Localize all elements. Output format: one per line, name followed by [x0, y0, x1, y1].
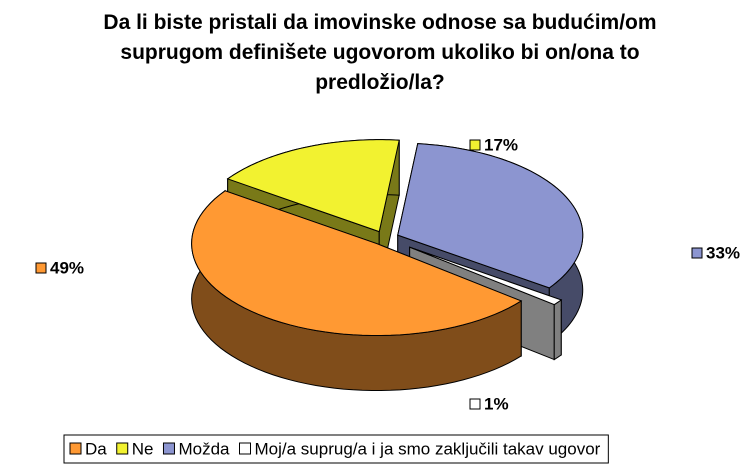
- legend-label: Možda: [178, 439, 230, 458]
- data-label: 1%: [484, 394, 509, 413]
- slice-side: [553, 298, 562, 361]
- label-swatch: [469, 398, 481, 410]
- legend-swatch: [116, 442, 129, 455]
- legend: Da Ne Možda Moj/a suprug/a i ja smo zaključ…: [63, 434, 609, 464]
- legend-label: Ne: [132, 439, 154, 458]
- label-swatch: [469, 139, 481, 151]
- data-label: 33%: [706, 243, 740, 262]
- legend-swatch: [162, 442, 175, 455]
- legend-label: Moj/a suprug/a i ja smo zaključili takav…: [255, 439, 601, 458]
- legend-box: [63, 434, 609, 464]
- slice: [226, 139, 400, 233]
- slice: [409, 246, 563, 306]
- legend-swatch: [239, 442, 251, 455]
- chart-title: Da li biste pristali da imovinske odnose…: [103, 11, 657, 94]
- label-swatch: [691, 247, 703, 259]
- legend-label: Da: [85, 439, 107, 458]
- slice: [397, 143, 584, 289]
- legend-swatch: [69, 442, 82, 455]
- data-label: 49%: [50, 258, 84, 277]
- slice: [191, 190, 523, 337]
- label-swatch: [35, 262, 47, 274]
- data-label: 17%: [484, 135, 518, 154]
